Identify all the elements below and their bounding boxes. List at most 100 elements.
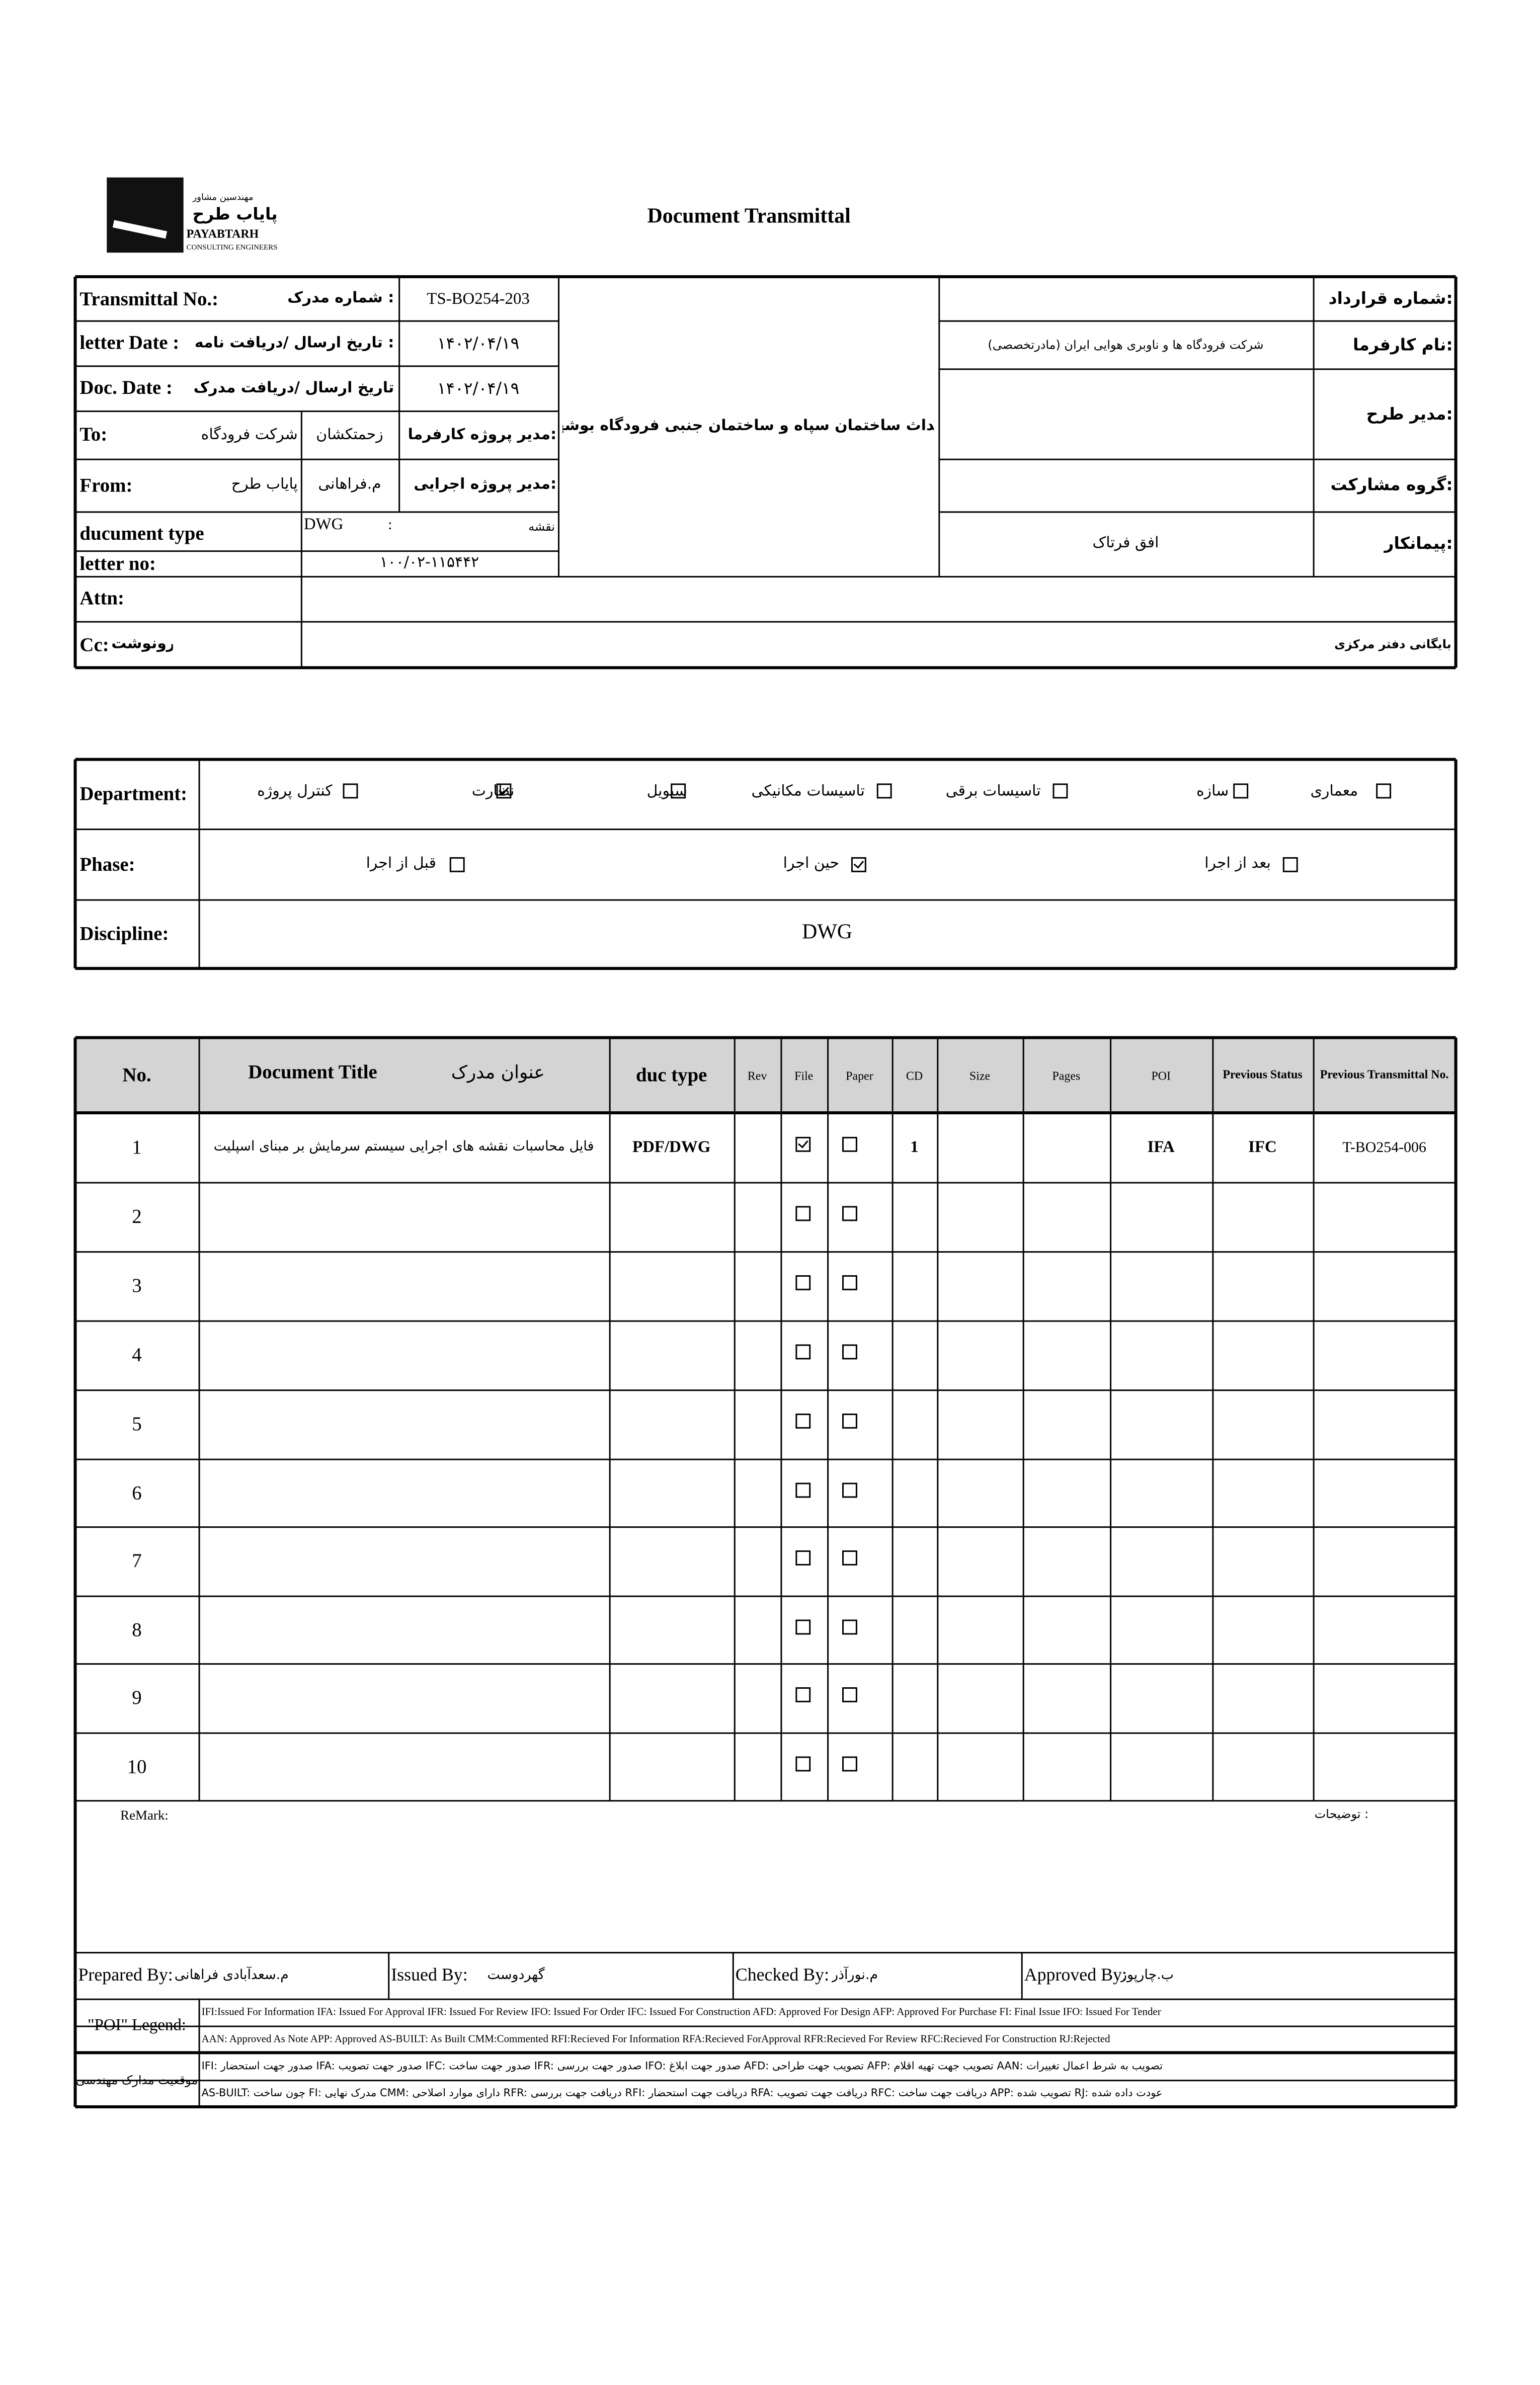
option-label: بعد از اجرا [1204, 855, 1271, 872]
field-label: From: [79, 473, 133, 496]
checkbox [842, 1413, 857, 1429]
checkbox [1282, 857, 1298, 872]
rule-line [75, 1799, 1456, 1801]
column-header: Previous Transmittal No. [1320, 1067, 1449, 1082]
row-number: 6 [132, 1480, 142, 1503]
column-header: Paper [846, 1068, 873, 1082]
rule-line [1020, 1952, 1022, 1999]
field-value: زحمتکشان [316, 426, 383, 443]
rule-line [75, 319, 558, 321]
row-number: 2 [132, 1204, 142, 1227]
rule-line [1454, 277, 1457, 668]
rule-line [75, 2105, 1456, 2108]
rule-line [608, 1037, 610, 1800]
row-number: 1 [132, 1135, 142, 1158]
field-label-fa: شماره مدرک : [287, 290, 394, 307]
rule-line [732, 1952, 734, 1999]
rule-line [300, 410, 302, 668]
row-number: 9 [132, 1686, 142, 1708]
rule-line [1312, 1037, 1314, 1800]
checkbox [795, 1550, 811, 1566]
rule-line [75, 1320, 1456, 1322]
checkbox [671, 783, 686, 799]
prev-status: IFC [1248, 1138, 1277, 1157]
column-header: عنوان مدرک [451, 1061, 545, 1083]
field-label-fa: مدیر پروژه کارفرما: [408, 426, 557, 443]
column-header: File [794, 1068, 814, 1082]
rule-line [73, 1037, 77, 2107]
checkbox [795, 1344, 811, 1360]
signature-label: Prepared By: [78, 1964, 173, 1985]
rule-line [938, 367, 1456, 369]
rule-line [75, 549, 558, 551]
logo-text: پایاب طرح [192, 204, 278, 223]
checkbox [842, 1136, 857, 1152]
rule-line [75, 2079, 1456, 2081]
logo-text: مهندسین مشاور [192, 192, 254, 203]
checkbox [842, 1275, 857, 1290]
signature-name: م.سعدآبادی فراهانی [174, 1967, 289, 1983]
row-number: 5 [132, 1412, 142, 1435]
field-label-fa: شماره قرارداد: [1328, 288, 1453, 308]
logo-text: CONSULTING ENGINEERS [186, 244, 278, 252]
rule-line [75, 758, 1456, 761]
remark-label: توضیحات : [1314, 1807, 1369, 1822]
rule-line [75, 1111, 1456, 1114]
signature-name: گهردوست [487, 1967, 545, 1983]
rule-line [75, 364, 558, 366]
doc-type: PDF/DWG [632, 1138, 711, 1157]
rule-line [75, 1458, 1456, 1460]
rule-line [75, 1181, 1456, 1183]
legend-line: AS-BUILT: چون ساخت FI: مدرک نهایی CMM: د… [201, 2087, 1163, 2100]
rule-line [75, 1595, 1456, 1597]
rule-line [1211, 1037, 1213, 1800]
column-header: POI [1151, 1068, 1171, 1082]
checkbox [842, 1687, 857, 1702]
checkbox [795, 1618, 811, 1634]
option-label: نظارت [471, 782, 515, 799]
row-number: 4 [132, 1343, 142, 1366]
rule-line [826, 1037, 828, 1800]
remark-label: ReMark: [120, 1806, 169, 1822]
field-value: ۱۴۰۲/۰۴/۱۹ [437, 378, 520, 398]
rule-line [75, 510, 558, 512]
field-label: To: [79, 422, 108, 445]
row-number: 8 [132, 1617, 142, 1640]
checkbox [795, 1413, 811, 1429]
signature-label: Checked By: [735, 1964, 830, 1985]
prev-transmittal: T-BO254-006 [1342, 1139, 1426, 1156]
rule-line [75, 1250, 1456, 1252]
rule-line [75, 575, 1456, 577]
field-label-fa: نام کارفرما: [1353, 335, 1453, 354]
poi-code: IFA [1147, 1138, 1175, 1157]
checkbox [842, 1550, 857, 1566]
rule-line [75, 828, 1456, 830]
row-number: 3 [132, 1273, 142, 1296]
field-label-fa: مدیر پروژه اجرایی: [414, 476, 557, 494]
checkbox [1376, 783, 1392, 799]
rule-line [75, 898, 1456, 900]
rule-line [75, 1998, 1456, 2000]
option-label: حین اجرا [783, 855, 840, 872]
column-header: duc type [636, 1063, 707, 1086]
checkbox [1233, 783, 1249, 799]
rule-line [75, 666, 1456, 670]
section-label: Discipline: [79, 922, 169, 945]
checkbox [842, 1618, 857, 1634]
option-label: تاسیسات مکانیکی [751, 782, 865, 799]
rule-line [75, 1951, 1456, 1953]
field-label: letter no: [79, 551, 156, 574]
rule-line [75, 1732, 1456, 1734]
rule-line [75, 1662, 1456, 1664]
signature-name: م.نورآذر [832, 1967, 878, 1983]
option-label: معماری [1310, 782, 1358, 799]
doc-title: فایل محاسبات نقشه های اجرایی سیستم سرمای… [213, 1139, 594, 1155]
rule-line [937, 277, 939, 576]
legend-line: AAN: Approved As Note APP: Approved AS-B… [201, 2033, 1110, 2045]
rule-line [198, 1037, 200, 1800]
field-label-fa: گروه مشارکت: [1330, 475, 1453, 495]
checkbox [1052, 783, 1068, 799]
field-value: : [388, 516, 392, 533]
cd-count: 1 [910, 1138, 919, 1157]
